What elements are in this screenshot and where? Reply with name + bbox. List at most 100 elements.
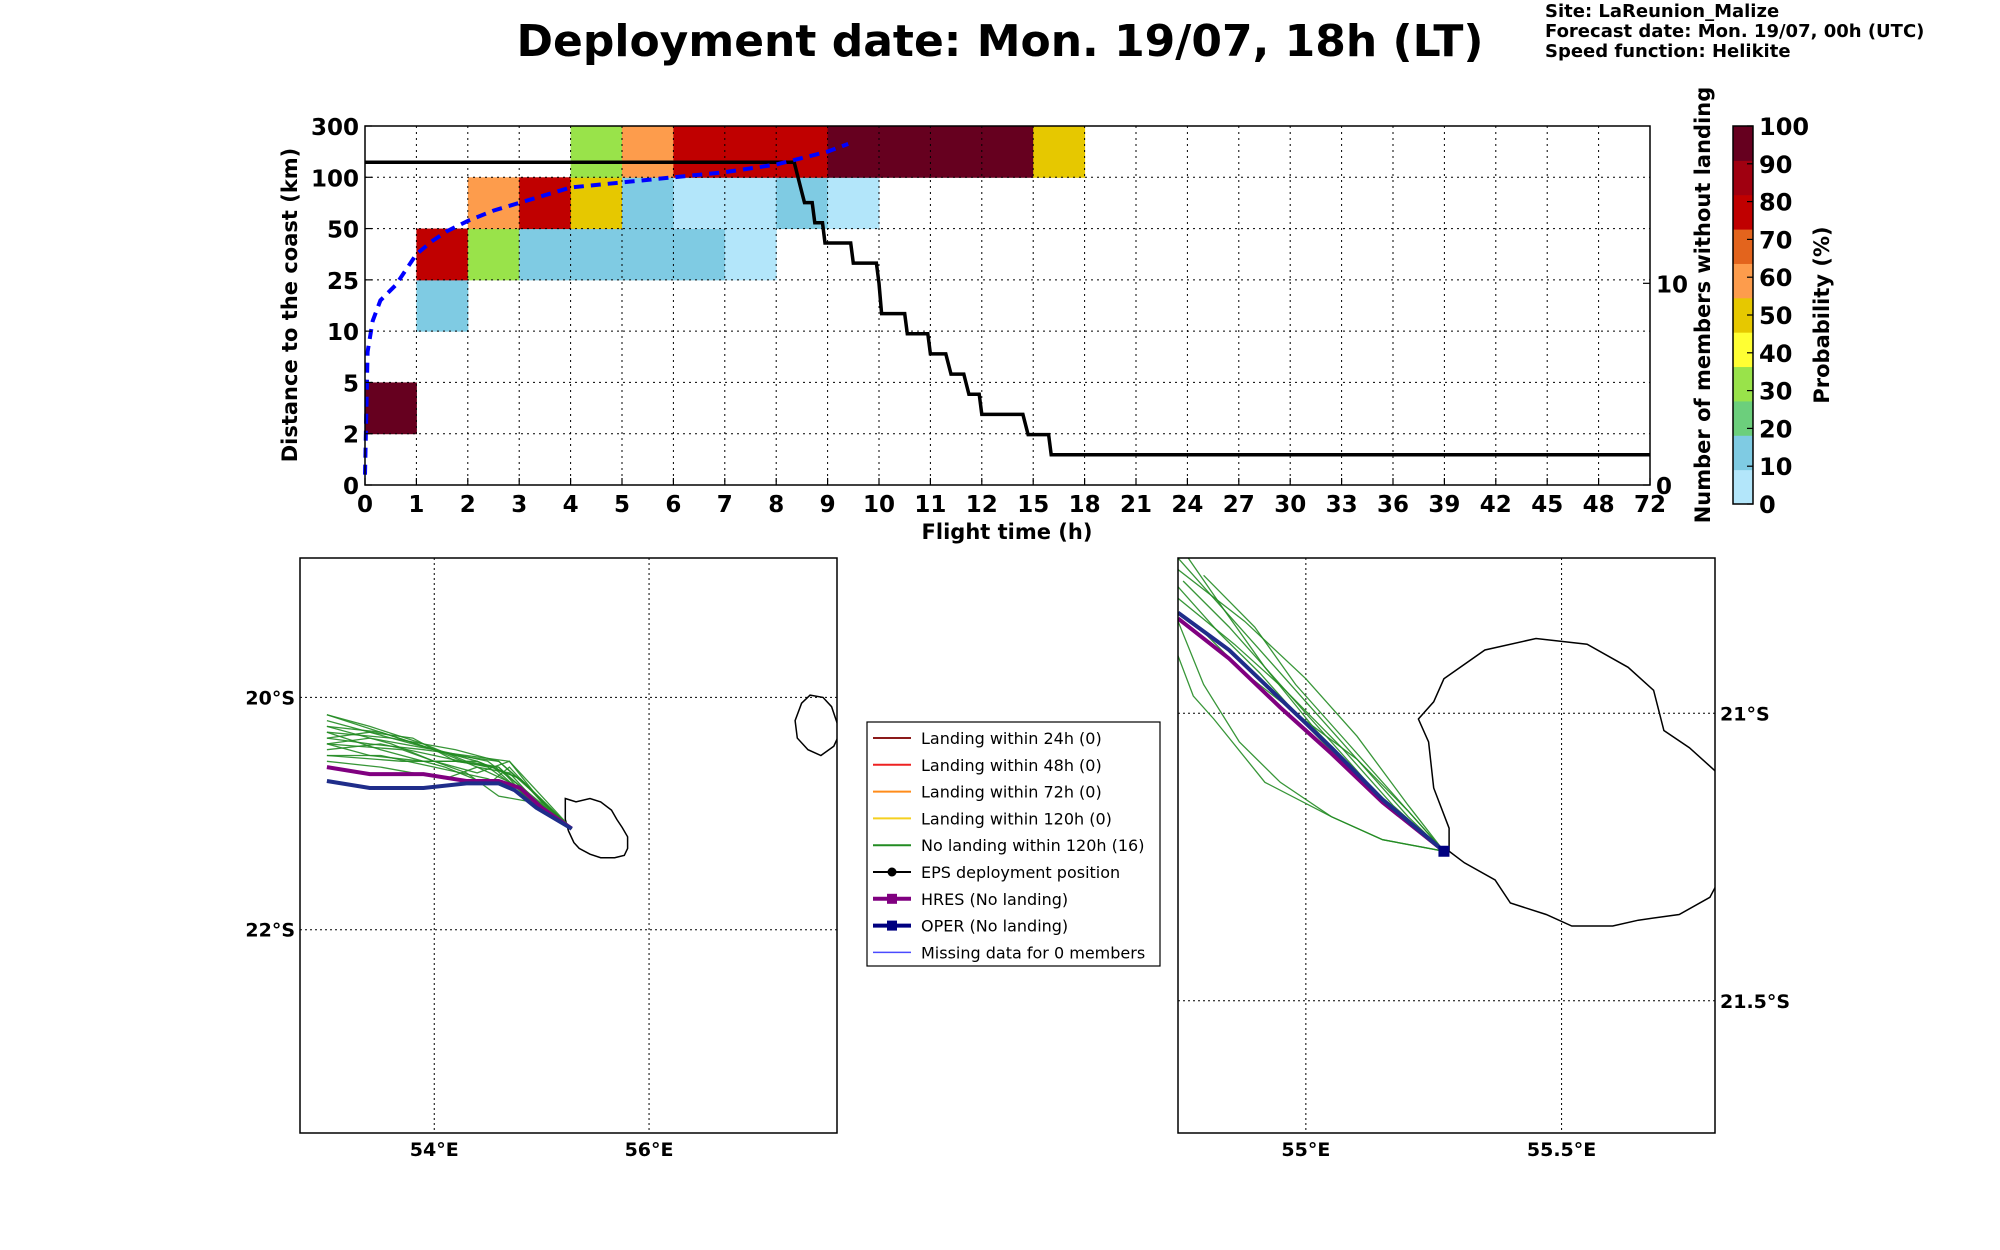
colorbar-tick-label: 50 — [1759, 302, 1792, 330]
lon-tick-label: 54°E — [410, 1139, 459, 1161]
regional-map: 54°E 56°E 20°S 22°S — [245, 557, 838, 1161]
colorbar-tick-label: 20 — [1759, 415, 1792, 443]
x-tick-label: 42 — [1480, 492, 1512, 518]
x-tick-label: 11 — [914, 492, 946, 518]
heatmap-grid — [365, 126, 1650, 485]
heatmap-cell — [827, 126, 880, 178]
heatmap-cells — [365, 126, 1086, 435]
heatmap-cell — [981, 126, 1034, 178]
legend-item: HRES (No landing) — [873, 890, 1068, 909]
colorbar-segment — [1733, 263, 1753, 299]
trajectory-legend: Landing within 24h (0) Landing within 48h… — [866, 721, 1161, 967]
legend-item: Landing within 24h (0) — [873, 729, 1102, 748]
x-tick-label: 39 — [1428, 492, 1460, 518]
lat-tick-label: 21.5°S — [1720, 991, 1790, 1013]
heatmap-cell — [519, 177, 572, 230]
x-tick-label: 3 — [511, 492, 527, 518]
ensemble-member-track — [326, 737, 573, 830]
legend-label: HRES (No landing) — [921, 890, 1068, 909]
legend-marker — [887, 920, 897, 931]
heatmap-cell — [930, 126, 983, 178]
y-axis-label: Distance to the coast (km) — [278, 148, 302, 463]
x-tick-label: 4 — [563, 492, 579, 518]
colorbar-segment — [1733, 332, 1753, 368]
legend-item: Landing within 48h (0) — [873, 756, 1102, 775]
x-tick-label: 30 — [1274, 492, 1306, 518]
ensemble-member-track — [1178, 655, 1445, 852]
ensemble-member-track — [1178, 558, 1445, 852]
colorbar-tick-label: 70 — [1759, 226, 1792, 254]
colorbar-tick-label: 60 — [1759, 264, 1792, 292]
zoomed-map-frame — [1177, 557, 1716, 1134]
regional-hres-track — [326, 765, 573, 831]
y-tick-label: 5 — [343, 371, 359, 397]
deployment-position-marker — [1438, 845, 1450, 857]
heatmap-cell — [416, 228, 469, 281]
y-tick-label: 50 — [327, 218, 359, 244]
mauritius-coastline — [794, 694, 837, 757]
regional-oper-track — [326, 779, 573, 831]
members-without-landing-line — [365, 160, 1650, 457]
heatmap-cell — [776, 126, 829, 178]
legend-item: Landing within 72h (0) — [873, 783, 1102, 802]
x-tick-label: 12 — [966, 492, 998, 518]
ensemble-member-track — [326, 737, 573, 830]
legend-item: Missing data for 0 members — [873, 943, 1145, 962]
legend-label: Landing within 48h (0) — [921, 756, 1102, 775]
colorbar-tick-label: 100 — [1759, 113, 1809, 141]
x-tick-label: 5 — [614, 492, 630, 518]
heatmap-cell — [519, 228, 572, 281]
x-tick-label: 8 — [768, 492, 784, 518]
regional-map-ticks: 54°E 56°E 20°S 22°S — [245, 687, 673, 1161]
heatmap-cell — [570, 228, 623, 281]
y-tick-label: 10 — [327, 320, 359, 346]
heatmap-cell — [673, 126, 726, 178]
heatmap-cell — [416, 279, 469, 332]
colorbar-segment — [1733, 194, 1753, 230]
legend-label: Landing within 120h (0) — [921, 809, 1112, 828]
zoomed-map: 55°E 55.5°E 21°S 21.5°S — [1177, 557, 1790, 1161]
colorbar-tick-label: 80 — [1759, 189, 1792, 217]
colorbar-segment — [1733, 229, 1753, 264]
site-label: Site: LaReunion_Malize — [1545, 1, 1780, 22]
y2-tick-label: 0 — [1656, 474, 1672, 500]
heatmap-cell — [467, 177, 520, 230]
x-tick-label: 10 — [863, 492, 895, 518]
speed-function-label: Speed function: Helikite — [1545, 41, 1791, 62]
x-tick-label: 45 — [1531, 492, 1563, 518]
regional-ensemble-tracks — [326, 714, 573, 830]
x-tick-label: 72 — [1634, 492, 1666, 518]
probability-colorbar: 0 10 20 30 40 50 60 70 80 90 100 Probability (%) — [1732, 113, 1834, 519]
forecast-info: Site: LaReunion_Malize Forecast date: Mo… — [1545, 2, 1924, 62]
legend-frame — [866, 721, 1161, 967]
y2-tick-label: 10 — [1656, 272, 1688, 298]
forecast-date-label: Forecast date: Mon. 19/07, 00h (UTC) — [1545, 21, 1925, 42]
colorbar-segment — [1733, 366, 1753, 402]
heatmap-cell — [724, 177, 777, 230]
y-tick-label: 25 — [327, 269, 359, 295]
heatmap-cell — [622, 228, 674, 281]
legend-item: Landing within 120h (0) — [873, 809, 1112, 828]
x-tick-label: 21 — [1120, 492, 1152, 518]
x-tick-label: 15 — [1017, 492, 1049, 518]
legend-label: Missing data for 0 members — [921, 943, 1145, 962]
members-ticks: 0 10 — [1643, 272, 1688, 500]
probability-heatmap-chart: 0 1 2 3 4 5 6 7 8 9 10 11 12 15 18 21 24 27 30 33 36 39 42 45 48… — [278, 87, 1715, 544]
legend-marker — [887, 867, 897, 877]
reunion-coastline — [564, 797, 629, 859]
heatmap-cell — [365, 382, 417, 435]
lat-tick-label: 20°S — [245, 687, 295, 709]
legend-label: No landing within 120h (16) — [921, 836, 1144, 855]
legend-item: OPER (No landing) — [873, 917, 1068, 936]
legend-item: No landing within 120h (16) — [873, 836, 1144, 855]
x-tick-label: 9 — [820, 492, 836, 518]
colorbar-label: Probability (%) — [1810, 226, 1834, 403]
colorbar-segment — [1733, 469, 1753, 505]
regional-map-frame — [299, 557, 838, 1134]
lon-tick-label: 55°E — [1281, 1139, 1330, 1161]
x-tick-label: 24 — [1171, 492, 1203, 518]
colorbar-tick-label: 0 — [1759, 491, 1776, 519]
lat-tick-label: 21°S — [1720, 703, 1770, 725]
colorbar-segment — [1733, 400, 1753, 436]
legend-marker — [887, 893, 897, 904]
